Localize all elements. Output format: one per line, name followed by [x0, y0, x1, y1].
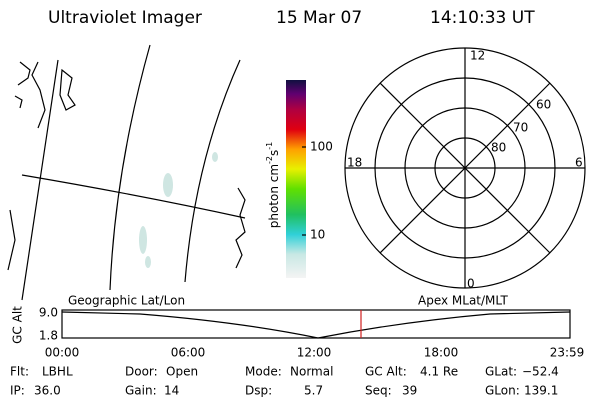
status-label: GLon: [485, 384, 520, 398]
time: 14:10:33 UT [430, 8, 535, 28]
date: 15 Mar 07 [276, 8, 362, 28]
status-label: Flt: [10, 365, 29, 379]
colorbar-tick: 100 [310, 140, 333, 154]
colorbar: 100 10 photon cm-2s-1 [265, 80, 333, 278]
timeline: Geographic Lat/Lon Apex MLat/MLT GC Alt … [11, 294, 585, 360]
emission [139, 152, 218, 268]
mlt-label: 0 [467, 277, 475, 291]
status-value: Normal [290, 365, 333, 379]
mlt-label: 6 [575, 156, 583, 170]
axis-label: GC Alt [11, 306, 25, 344]
status-label: Gain: [125, 384, 157, 398]
title: Ultraviolet Imager [48, 8, 202, 28]
unit: s [267, 150, 281, 156]
x-tick-label: 23:59 [550, 346, 585, 360]
status: Flt: LBHL Door: Open Mode: Normal GC Alt… [10, 365, 559, 398]
x-tick-label: 00:00 [45, 346, 80, 360]
status-label: GLat: [485, 365, 517, 379]
altitude-curve [61, 311, 571, 339]
meridian [184, 59, 241, 283]
x-tick-label: 12:00 [297, 346, 332, 360]
status-label: Mode: [245, 365, 282, 379]
status-label: Dsp: [245, 384, 272, 398]
lat-label: 60 [536, 98, 551, 112]
coastline [59, 68, 76, 111]
status-value: −52.4 [522, 365, 559, 379]
status-label: IP: [10, 384, 25, 398]
status-value: 36.0 [34, 384, 61, 398]
lat-label: 80 [491, 141, 506, 155]
status-label: GC Alt: [365, 365, 407, 379]
y-tick-label: 1.8 [39, 329, 58, 343]
timeline-title: Apex MLat/MLT [418, 294, 508, 308]
meridian [109, 44, 151, 291]
y-tick-label: 9.0 [39, 306, 58, 320]
coastline [7, 61, 46, 271]
unit: photon cm [267, 164, 281, 228]
colorbar-label: photon cm-2s-1 [265, 142, 281, 229]
map [7, 44, 246, 301]
status-value: 5.7 [304, 384, 323, 398]
polar-plot: 12 18 6 0 60 70 80 [344, 47, 586, 291]
status-value: Open [166, 365, 198, 379]
parallel [21, 174, 246, 219]
meridian [21, 59, 59, 301]
exponent: -1 [265, 142, 274, 150]
status-value: 4.1 Re [420, 365, 458, 379]
timeline-title: Geographic Lat/Lon [68, 294, 185, 308]
exponent: -2 [265, 156, 274, 164]
colorbar-tick: 10 [310, 228, 325, 242]
mlt-label: 18 [347, 156, 362, 170]
status-label: Door: [125, 365, 158, 379]
status-value: 14 [164, 384, 179, 398]
x-tick-label: 06:00 [171, 346, 206, 360]
coastline [235, 187, 246, 269]
x-tick-label: 18:00 [424, 346, 459, 360]
status-value: 139.1 [524, 384, 558, 398]
status-value: 39 [402, 384, 417, 398]
status-value: LBHL [42, 365, 73, 379]
status-label: Seq: [365, 384, 392, 398]
mlt-label: 12 [470, 49, 485, 63]
lat-label: 70 [513, 121, 528, 135]
color-scale [286, 80, 306, 278]
